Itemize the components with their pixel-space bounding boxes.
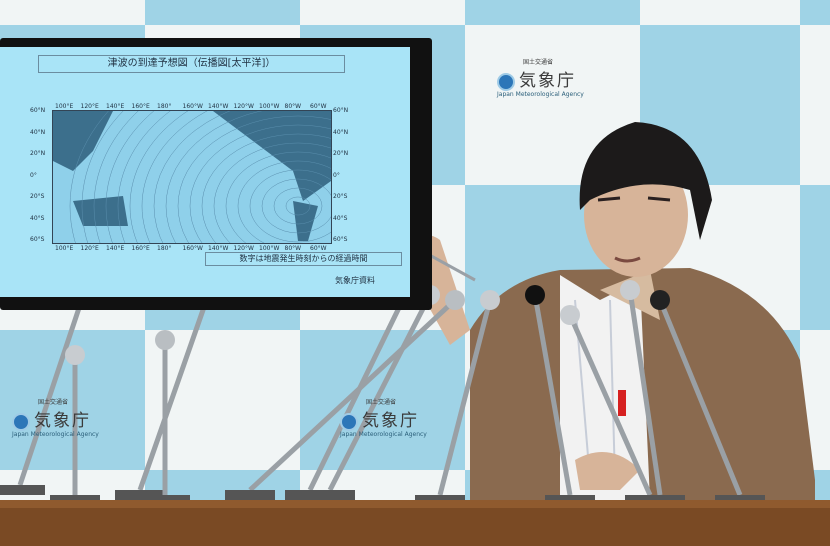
longitude-label: 100°E xyxy=(55,245,74,252)
agency-emblem-icon xyxy=(340,412,358,431)
latitude-label: 20°N xyxy=(30,150,46,157)
travel-time-contour xyxy=(81,47,410,297)
agency-emblem-icon xyxy=(497,72,515,91)
latitude-label: 0° xyxy=(30,171,37,179)
backdrop-tile xyxy=(800,25,830,185)
desk xyxy=(0,505,830,546)
longitude-label: 80°W xyxy=(284,245,302,252)
latitude-label: 20°S xyxy=(333,193,348,200)
latitude-label: 40°N xyxy=(333,128,349,136)
display-monitor: 津波の到達予想図（伝播図[太平洋]） 数字は地震発生時刻からの経過時間 気象庁資… xyxy=(0,38,432,310)
latitude-label: 0° xyxy=(333,171,340,179)
travel-time-contour xyxy=(285,196,311,216)
backdrop-tile xyxy=(800,0,830,25)
backdrop-tile xyxy=(300,330,465,470)
longitude-label: 100°E xyxy=(55,103,74,110)
backdrop-tile xyxy=(465,0,640,25)
slide-note: 数字は地震発生時刻からの経過時間 xyxy=(205,252,402,266)
latitude-label: 20°N xyxy=(333,150,349,157)
longitude-label: 80°W xyxy=(284,103,302,110)
longitude-label: 120°W xyxy=(233,103,254,110)
travel-time-contour xyxy=(273,187,323,225)
longitude-label: 120°E xyxy=(80,245,99,252)
latitude-label: 60°N xyxy=(333,107,349,114)
agency-logo-left: 国土交通省 気象庁 Japan Meteorological Agency xyxy=(12,399,99,438)
longitude-label: 180° xyxy=(157,103,172,110)
longitude-label: 140°W xyxy=(208,103,229,110)
longitude-label: 160°W xyxy=(182,103,203,110)
longitude-label: 160°E xyxy=(131,103,150,110)
travel-time-contour xyxy=(69,47,410,297)
longitude-label: 60°W xyxy=(310,103,327,110)
longitude-label: 100°W xyxy=(259,103,280,110)
latitude-label: 40°N xyxy=(30,128,46,136)
longitude-label: 180° xyxy=(157,245,172,252)
longitude-label: 140°E xyxy=(106,103,125,110)
longitude-label: 120°W xyxy=(233,245,254,252)
longitude-label: 160°W xyxy=(182,245,203,252)
slide-title: 津波の到達予想図（伝播図[太平洋]） xyxy=(38,55,345,73)
tsunami-map-slide: 津波の到達予想図（伝播図[太平洋]） 数字は地震発生時刻からの経過時間 気象庁資… xyxy=(0,47,410,297)
agency-logo-top: 国土交通省 気象庁 Japan Meteorological Agency xyxy=(497,59,584,98)
microphone xyxy=(225,290,465,500)
latitude-label: 40°S xyxy=(333,214,348,222)
backdrop-tile xyxy=(145,330,300,470)
latitude-label: 60°S xyxy=(333,236,348,243)
pacific-map xyxy=(52,47,410,297)
spokesperson xyxy=(400,122,815,546)
longitude-label: 140°W xyxy=(208,245,229,252)
longitude-label: 140°E xyxy=(106,245,125,252)
agency-logo-lower: 国土交通省 気象庁 Japan Meteorological Agency xyxy=(340,399,427,438)
backdrop-tile xyxy=(145,0,300,25)
longitude-label: 60°W xyxy=(310,245,327,252)
backdrop-tile xyxy=(0,0,145,25)
backdrop-tile xyxy=(300,0,465,25)
backdrop-tile xyxy=(800,185,830,330)
latitude-label: 60°S xyxy=(30,236,45,243)
backdrop-tile xyxy=(640,0,800,25)
latitude-label: 40°S xyxy=(30,214,45,222)
latitude-label: 20°S xyxy=(30,193,45,200)
agency-emblem-icon xyxy=(12,412,30,431)
slide-source: 気象庁資料 xyxy=(335,276,375,285)
longitude-label: 120°E xyxy=(80,103,99,110)
latitude-label: 60°N xyxy=(30,107,46,114)
longitude-label: 100°W xyxy=(259,245,280,252)
longitude-label: 160°E xyxy=(131,245,150,252)
